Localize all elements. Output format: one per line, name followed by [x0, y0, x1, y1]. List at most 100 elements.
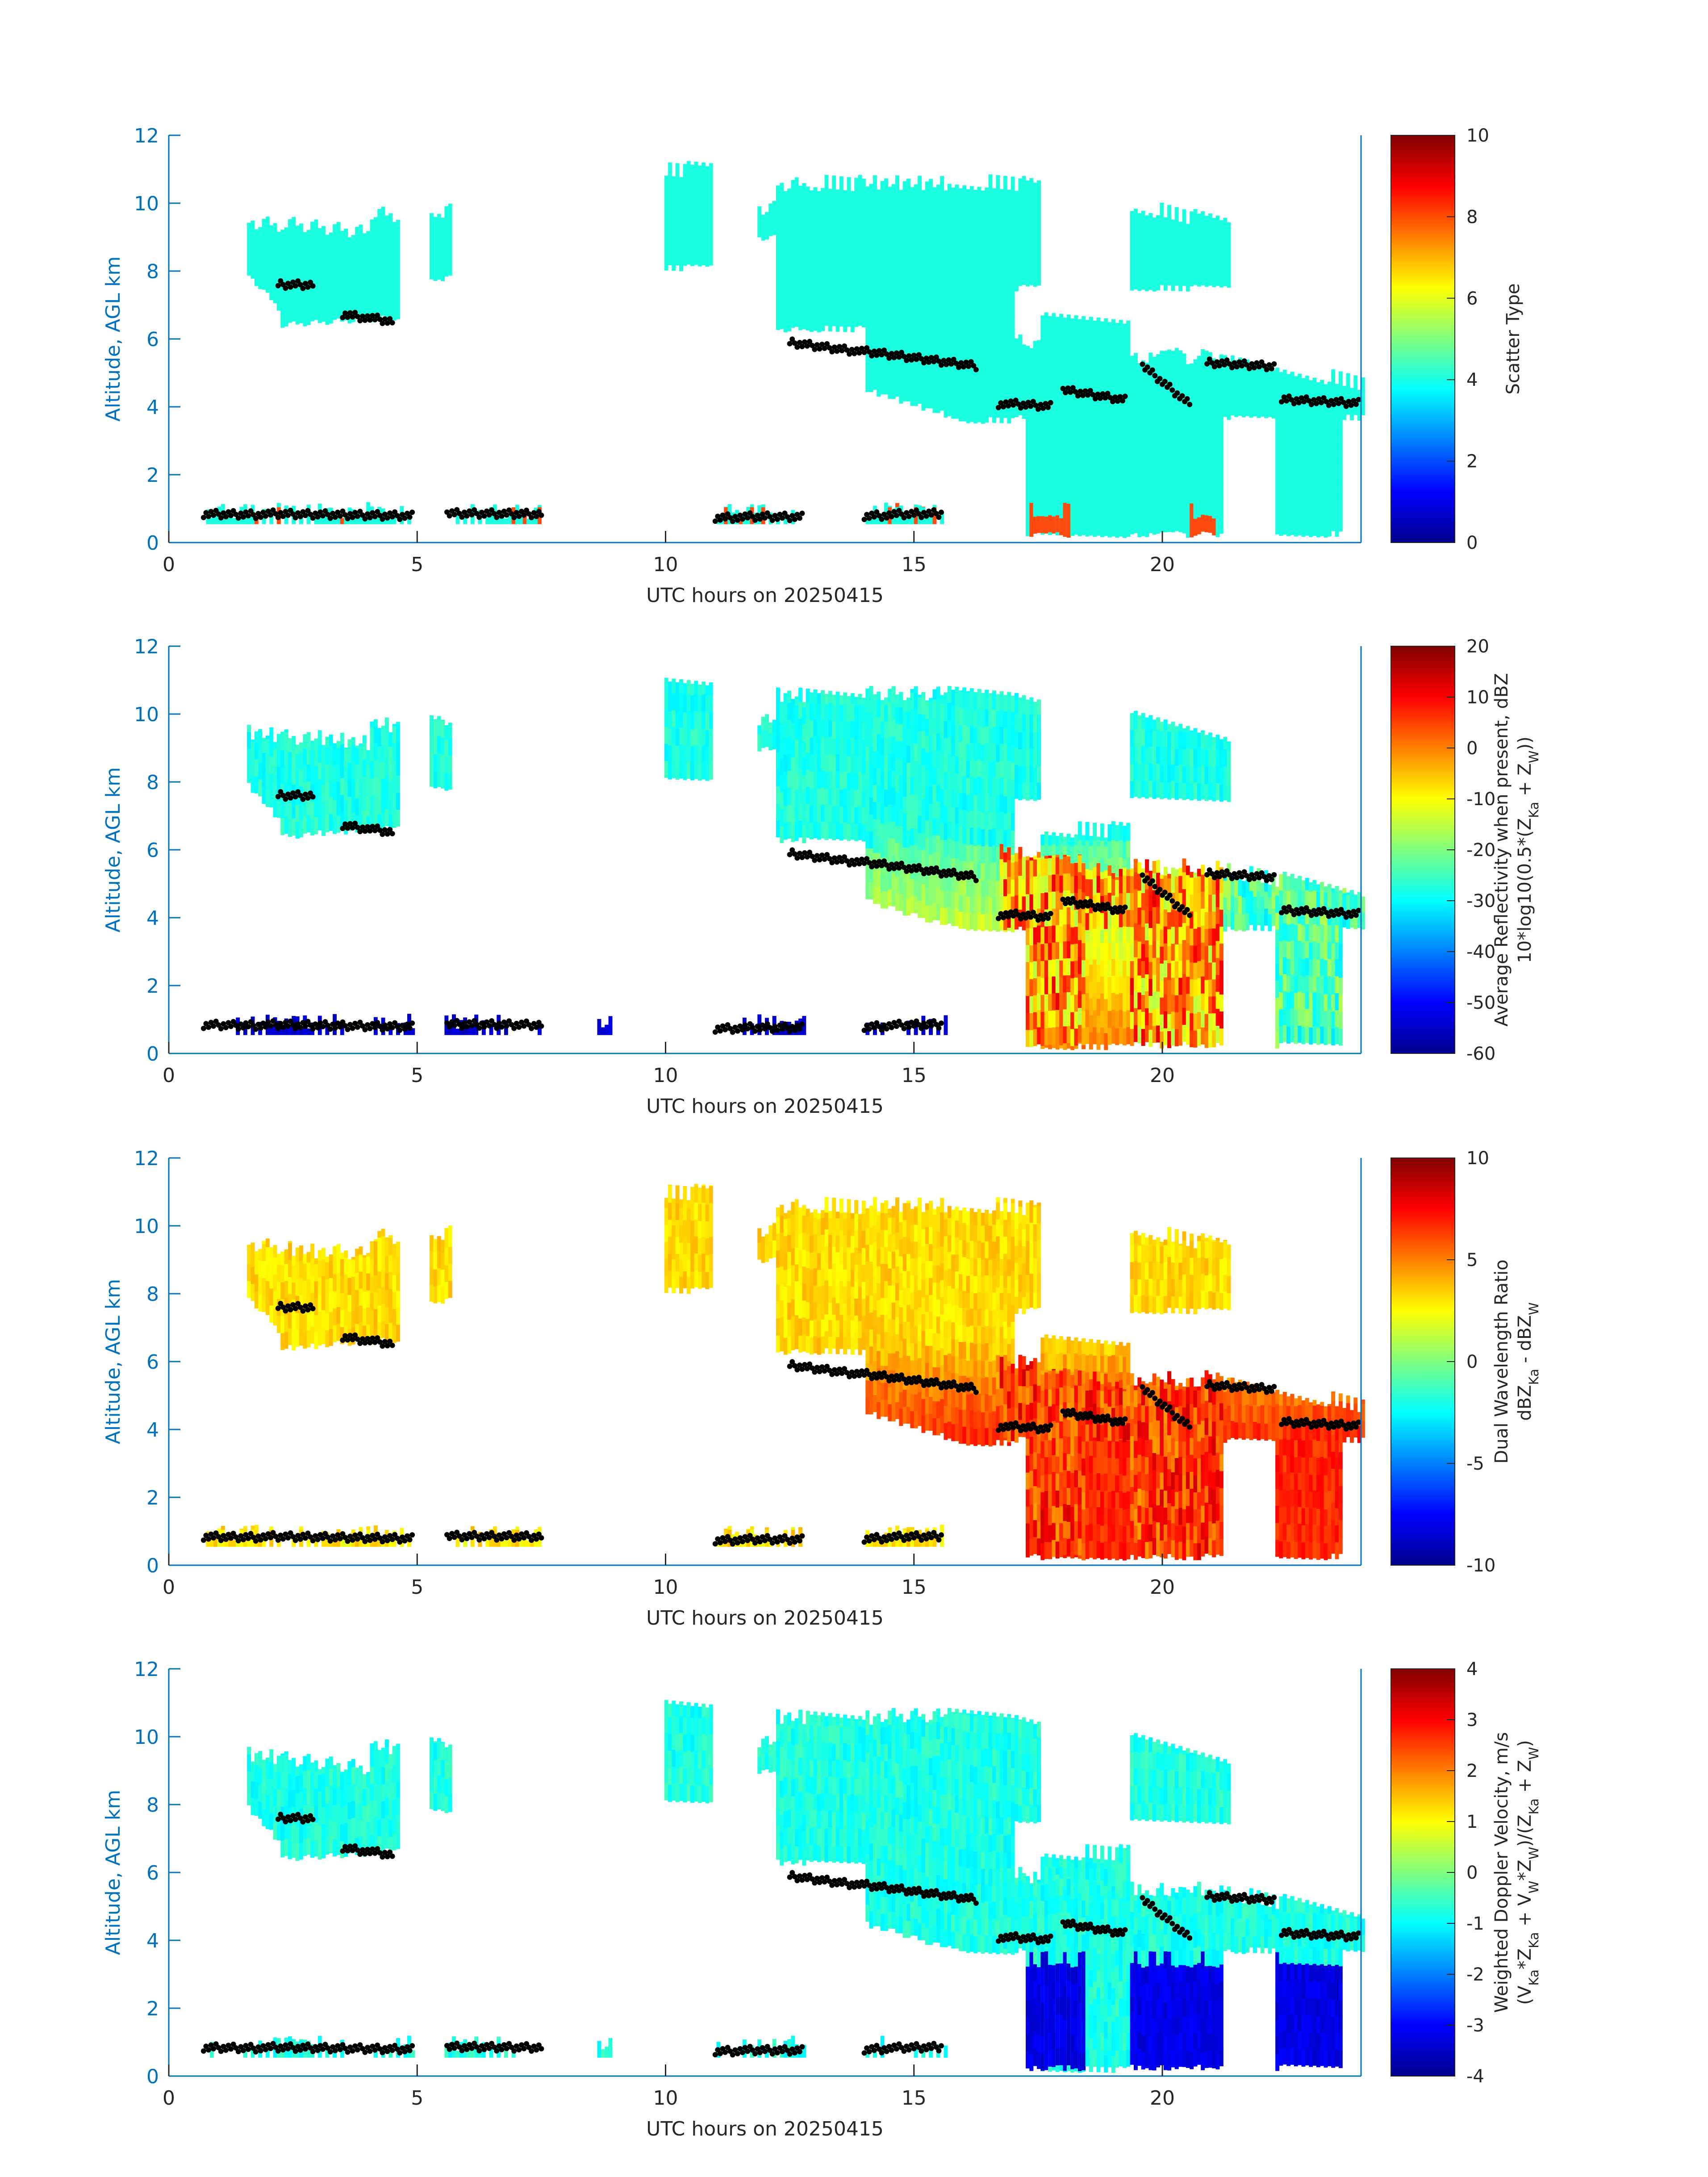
- heatmap-cell: [988, 247, 993, 265]
- heatmap-cell: [702, 248, 706, 265]
- heatmap-cell: [988, 829, 993, 847]
- heatmap-cell: [1007, 847, 1011, 860]
- heatmap-cell: [932, 187, 937, 192]
- heatmap-cell: [854, 773, 859, 790]
- heatmap-cell: [1126, 840, 1131, 858]
- heatmap-cell: [705, 215, 710, 233]
- heatmap-cell: [664, 760, 668, 778]
- heatmap-cell: [951, 334, 956, 351]
- heatmap-cell: [310, 221, 314, 237]
- heatmap-cell: [1093, 397, 1097, 415]
- heatmap-cell: [985, 303, 989, 321]
- heatmap-cell: [1152, 217, 1157, 224]
- heatmap-cell: [813, 297, 818, 314]
- heatmap-cell: [888, 821, 892, 839]
- heatmap-cell: [910, 187, 915, 202]
- heatmap-cell: [1022, 200, 1026, 217]
- heatmap-cell: [1107, 909, 1112, 927]
- heatmap-cell: [988, 349, 993, 367]
- heatmap-cell: [802, 244, 806, 261]
- y-tick-label: 4: [146, 396, 159, 419]
- heatmap-cell: [824, 292, 829, 309]
- heatmap-cell: [1011, 282, 1015, 300]
- heatmap-cell: [921, 900, 926, 918]
- heatmap-cell: [906, 711, 910, 729]
- heatmap-cell: [381, 761, 385, 779]
- heatmap-cell: [865, 814, 870, 832]
- heatmap-cell: [944, 196, 948, 214]
- y-tick-label: 2: [146, 464, 159, 487]
- heatmap-cell: [1070, 318, 1075, 333]
- heatmap-cell: [932, 209, 937, 226]
- heatmap-cell: [1316, 401, 1320, 419]
- heatmap-cell: [824, 175, 829, 190]
- heatmap-cell: [1316, 418, 1320, 436]
- data-marker: [804, 343, 810, 349]
- heatmap-cell: [1242, 400, 1246, 418]
- data-marker: [367, 515, 373, 521]
- heatmap-cell: [1134, 1024, 1138, 1042]
- heatmap-cell: [1052, 465, 1056, 483]
- heatmap-cell: [351, 778, 355, 796]
- heatmap-cell: [355, 781, 359, 799]
- heatmap-cell: [847, 696, 851, 705]
- heatmap-cell: [381, 726, 385, 728]
- heatmap-cell: [1089, 879, 1093, 897]
- heatmap-cell: [1275, 415, 1279, 433]
- heatmap-cell: [1137, 367, 1142, 384]
- heatmap-cell: [1152, 991, 1157, 1009]
- heatmap-cell: [888, 719, 892, 737]
- heatmap-cell: [1055, 836, 1060, 846]
- x-axis-label: UTC hours on 20250415: [646, 584, 884, 607]
- heatmap-cell: [996, 761, 1000, 779]
- heatmap-cell: [1011, 796, 1015, 814]
- data-marker: [931, 359, 937, 364]
- heatmap-cell: [1015, 693, 1019, 697]
- heatmap-cell: [828, 719, 832, 737]
- heatmap-cell: [329, 797, 333, 814]
- heatmap-cell: [1338, 480, 1343, 498]
- heatmap-cell: [992, 913, 996, 931]
- heatmap-cell: [1152, 449, 1157, 467]
- heatmap-cell: [929, 719, 933, 736]
- heatmap-cell: [1063, 519, 1067, 537]
- heatmap-cell: [1104, 999, 1108, 1016]
- heatmap-cell: [966, 862, 970, 880]
- heatmap-cell: [1130, 1028, 1134, 1046]
- heatmap-cell: [373, 726, 378, 744]
- heatmap-cell: [906, 282, 910, 300]
- heatmap-cell: [392, 811, 397, 828]
- heatmap-cell: [794, 177, 799, 191]
- heatmap-cell: [1037, 959, 1041, 977]
- heatmap-cell: [697, 232, 702, 250]
- data-marker: [469, 512, 475, 518]
- heatmap-cell: [1141, 868, 1145, 877]
- heatmap-cell: [992, 743, 996, 761]
- heatmap-cell: [835, 230, 840, 247]
- heatmap-cell: [902, 299, 907, 317]
- heatmap-cell: [1123, 909, 1127, 927]
- heatmap-cell: [780, 312, 784, 329]
- heatmap-cell: [1003, 862, 1007, 879]
- heatmap-cell: [1007, 406, 1011, 424]
- heatmap-cell: [336, 741, 341, 748]
- data-marker: [906, 514, 912, 519]
- heatmap-cell: [373, 252, 378, 270]
- data-marker: [1279, 399, 1284, 405]
- heatmap-cell: [940, 704, 944, 721]
- heatmap-cell: [1290, 372, 1295, 383]
- heatmap-cell: [843, 213, 848, 230]
- heatmap-cell: [381, 230, 385, 248]
- heatmap-cell: [1029, 251, 1034, 268]
- heatmap-cell: [940, 359, 944, 377]
- heatmap-cell: [1119, 976, 1123, 993]
- heatmap-cell: [702, 231, 706, 248]
- heatmap-cell: [921, 832, 926, 850]
- heatmap-cell: [1096, 846, 1101, 863]
- heatmap-cell: [1059, 875, 1064, 893]
- heatmap-cell: [992, 828, 996, 846]
- heatmap-cell: [1037, 183, 1041, 201]
- heatmap-cell: [958, 404, 963, 422]
- heatmap-cell: [1022, 344, 1026, 351]
